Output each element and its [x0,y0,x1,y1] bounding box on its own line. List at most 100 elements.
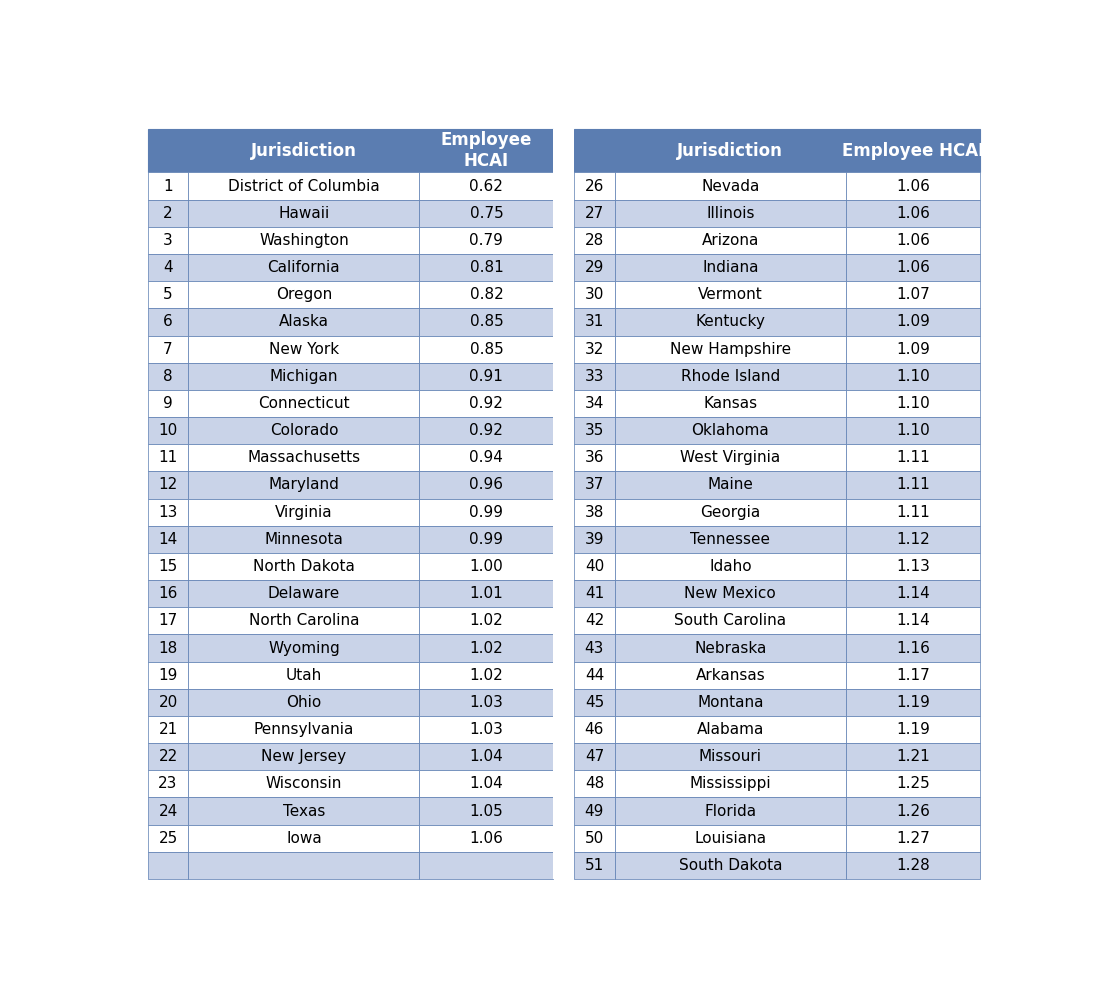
Bar [419,526,553,553]
Bar [574,173,615,200]
Bar [574,281,615,308]
Text: New York: New York [268,341,339,356]
Text: 1.02: 1.02 [470,614,504,629]
Bar [419,362,553,390]
Bar [188,173,419,200]
Text: 13: 13 [158,505,178,520]
Text: 1.04: 1.04 [470,776,504,791]
Text: Georgia: Georgia [701,505,760,520]
Text: 0.79: 0.79 [470,233,504,248]
Bar [419,635,553,662]
Bar [846,526,980,553]
Text: 1.13: 1.13 [895,559,930,574]
Text: Michigan: Michigan [270,369,338,384]
Text: Connecticut: Connecticut [258,396,350,411]
Bar [574,362,615,390]
Bar [419,129,553,173]
Bar [188,129,419,173]
Bar [419,335,553,362]
Text: 42: 42 [585,614,604,629]
Bar [574,308,615,335]
Bar [147,417,188,444]
Bar [147,471,188,499]
Bar [846,580,980,607]
Bar [147,797,188,824]
Bar [188,227,419,253]
Bar [147,662,188,689]
Bar [188,417,419,444]
Bar [147,607,188,635]
Bar [615,227,846,253]
Bar [846,852,980,879]
Text: 29: 29 [585,260,604,275]
Bar [574,689,615,716]
Text: 1.26: 1.26 [895,803,930,818]
Bar [188,744,419,770]
Text: Pennsylvania: Pennsylvania [254,722,354,738]
Text: 1: 1 [163,179,173,194]
Text: Alabama: Alabama [696,722,764,738]
Text: 8: 8 [163,369,173,384]
Bar [188,716,419,744]
Bar [188,200,419,227]
Bar [188,308,419,335]
Bar [147,335,188,362]
Text: Arkansas: Arkansas [695,668,766,683]
Bar [419,607,553,635]
Bar [147,173,188,200]
Bar [147,635,188,662]
Bar [615,200,846,227]
Bar [846,635,980,662]
Text: 1.11: 1.11 [896,450,929,465]
Bar [147,526,188,553]
Text: 1.12: 1.12 [896,532,929,547]
Text: South Carolina: South Carolina [674,614,786,629]
Bar [574,770,615,797]
Text: 1.10: 1.10 [896,369,929,384]
Bar [419,444,553,471]
Bar [553,129,574,879]
Bar [846,607,980,635]
Text: 1.16: 1.16 [895,641,930,656]
Bar [574,471,615,499]
Text: 0.96: 0.96 [470,477,504,492]
Text: 51: 51 [585,858,604,873]
Text: 15: 15 [158,559,177,574]
Text: Tennessee: Tennessee [691,532,770,547]
Bar [188,770,419,797]
Bar [188,253,419,281]
Text: 1.02: 1.02 [470,641,504,656]
Bar [615,770,846,797]
Bar [846,200,980,227]
Text: Employee HCAI: Employee HCAI [842,142,984,160]
Text: 22: 22 [158,749,177,764]
Text: Jurisdiction: Jurisdiction [678,142,783,160]
Text: Jurisdiction: Jurisdiction [251,142,356,160]
Text: 44: 44 [585,668,604,683]
Bar [419,471,553,499]
Text: North Carolina: North Carolina [249,614,359,629]
Bar [553,129,574,879]
Bar [188,553,419,580]
Bar [615,335,846,362]
Bar [846,390,980,417]
Text: 39: 39 [585,532,604,547]
Text: Maine: Maine [707,477,754,492]
Bar [574,824,615,852]
Bar [419,200,553,227]
Text: 1.14: 1.14 [896,586,929,601]
Bar [188,526,419,553]
Text: Louisiana: Louisiana [694,830,767,845]
Bar [846,797,980,824]
Bar [147,689,188,716]
Text: 0.92: 0.92 [470,423,504,438]
Bar [846,253,980,281]
Text: 43: 43 [585,641,604,656]
Bar [615,797,846,824]
Bar [615,852,846,879]
Bar [615,716,846,744]
Bar [574,390,615,417]
Text: 1.06: 1.06 [895,233,930,248]
Bar [419,770,553,797]
Text: 35: 35 [585,423,604,438]
